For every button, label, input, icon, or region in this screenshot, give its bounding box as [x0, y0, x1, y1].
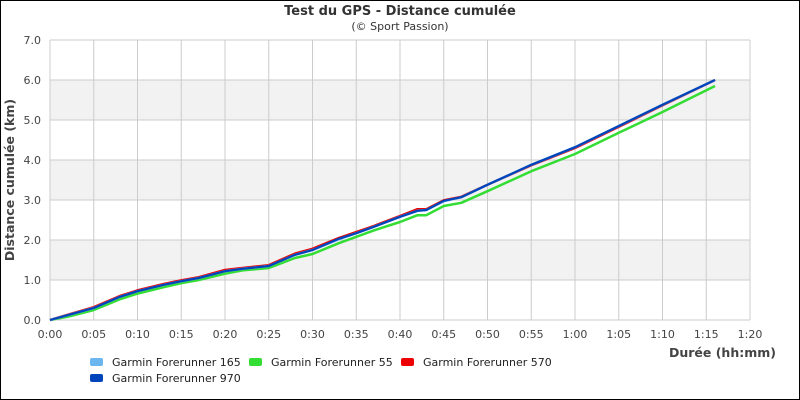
legend-swatch: [90, 358, 103, 366]
y-axis-label: Distance cumulée (km): [2, 99, 17, 261]
x-tick: 0:10: [125, 328, 150, 341]
x-tick: 1:20: [738, 328, 763, 341]
series-line: [49, 84, 716, 322]
y-tick: 1.0: [24, 274, 42, 287]
legend-label: Garmin Forerunner 970: [112, 372, 241, 385]
legend-swatch: [90, 374, 103, 382]
series-line: [49, 79, 716, 322]
x-tick-labels: 0:00 0:05 0:10 0:15 0:20 0:25 0:30 0:35 0:40 0:45…: [38, 328, 763, 341]
x-tick: 0:40: [388, 328, 413, 341]
legend-label: Garmin Forerunner 570: [423, 356, 552, 369]
plot-grid: [49, 39, 751, 321]
x-axis-label: Durée (hh:mm): [669, 345, 776, 360]
legend-swatch: [249, 358, 262, 366]
chart-title: Test du GPS - Distance cumulée: [284, 4, 516, 19]
x-tick: 0:35: [344, 328, 369, 341]
x-tick: 0:45: [431, 328, 456, 341]
x-tick: 0:00: [38, 328, 63, 341]
y-tick: 3.0: [24, 194, 42, 207]
y-tick: 4.0: [24, 154, 42, 167]
x-tick: 1:10: [650, 328, 675, 341]
x-tick: 0:20: [213, 328, 238, 341]
y-tick: 2.0: [24, 234, 42, 247]
x-tick: 0:05: [81, 328, 106, 341]
y-tick: 5.0: [24, 114, 42, 127]
y-tick-labels: 0.0 1.0 2.0 3.0 4.0 5.0 6.0 7.0: [24, 34, 42, 327]
y-tick: 6.0: [24, 74, 42, 87]
x-tick: 1:05: [606, 328, 631, 341]
data-lines: [49, 78, 716, 322]
x-tick: 0:55: [519, 328, 544, 341]
y-tick: 0.0: [24, 314, 42, 327]
y-tick: 7.0: [24, 34, 42, 47]
legend-label: Garmin Forerunner 55: [271, 356, 393, 369]
x-tick: 0:15: [169, 328, 194, 341]
chart-subtitle: (© Sport Passion): [351, 20, 448, 33]
x-tick: 1:15: [694, 328, 719, 341]
x-tick: 1:00: [563, 328, 588, 341]
legend-label: Garmin Forerunner 165: [112, 356, 241, 369]
x-tick: 0:50: [475, 328, 500, 341]
legend-swatch: [401, 358, 414, 366]
x-tick: 0:30: [300, 328, 325, 341]
x-tick: 0:25: [256, 328, 281, 341]
legend: Garmin Forerunner 165 Garmin Forerunner 5…: [90, 356, 552, 385]
